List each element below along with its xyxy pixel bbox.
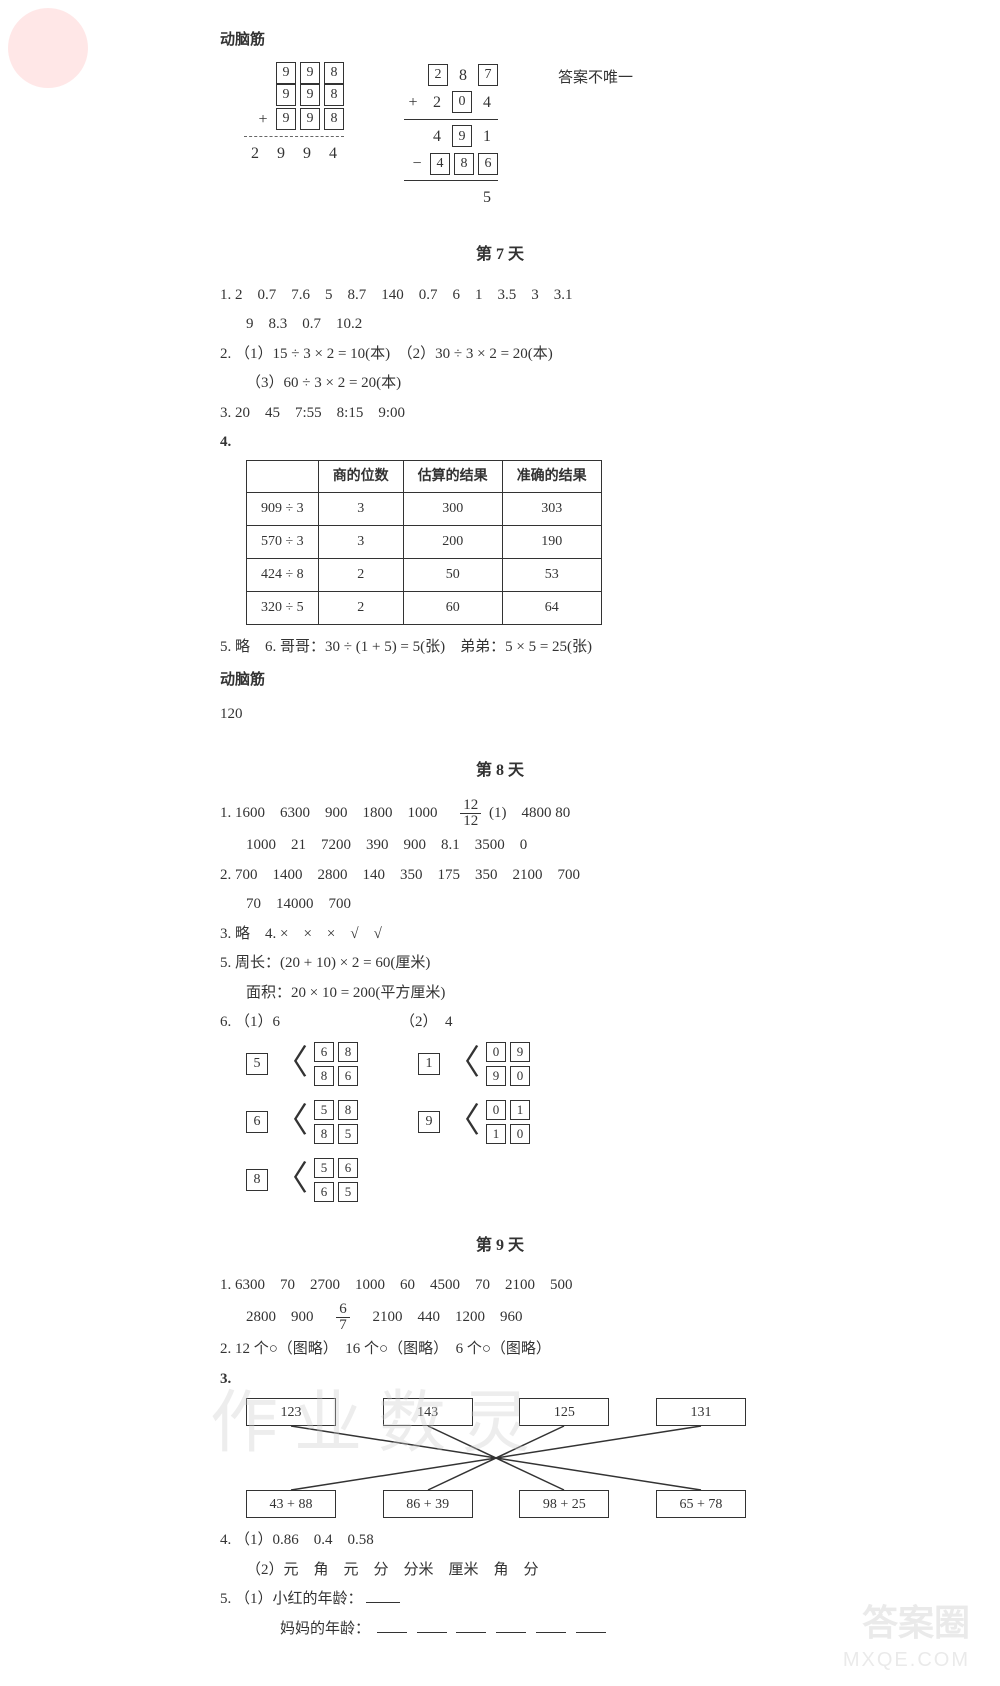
blank-line: [366, 1588, 400, 1603]
d7-q4-label: 4.: [220, 430, 231, 456]
fraction: 1212: [460, 798, 481, 829]
watermark-url: MXQE.COM: [843, 1649, 970, 1672]
brace-icon: 〈: [274, 1166, 308, 1193]
d7-table: 商的位数 估算的结果 准确的结果 909 ÷ 33300303 570 ÷ 33…: [246, 460, 602, 625]
d8-q6-label2: （2） 4: [400, 1010, 453, 1036]
corner-logo: [8, 8, 88, 88]
day9-heading: 第 9 天: [220, 1232, 780, 1259]
d9-q3-label: 3.: [220, 1367, 780, 1393]
fraction: 67: [336, 1302, 350, 1333]
tree-right: 1〈0990 9〈0110: [418, 1042, 530, 1202]
blank-line: [417, 1618, 447, 1633]
page-content: 动脑筋 998 998 +998 2994 287 +204 491 −486 …: [220, 0, 780, 1686]
d9-q2: 2. 12 个○（图略） 16 个○（图略） 6 个○（图略）: [220, 1337, 780, 1363]
watermark-logo: 答案圈: [862, 1594, 970, 1646]
d8-q1b: 1000 21 7200 390 900 8.1 3500 0: [220, 833, 780, 859]
d9-q5b: 妈妈的年龄：: [220, 1617, 780, 1643]
d7-q2b: （3）60 ÷ 3 × 2 = 20(本): [220, 371, 780, 397]
d7-brain: 动脑筋: [220, 668, 780, 694]
d8-q3: 3. 略 4. × × × √ √: [220, 922, 780, 948]
matching-diagram: 123 143 125 131 43 + 88 86 + 39 98 + 25 …: [246, 1398, 746, 1518]
day8-heading: 第 8 天: [220, 757, 780, 784]
blank-line: [456, 1618, 486, 1633]
arith-col2: 287 +204 491 −486 5: [404, 62, 498, 212]
brain-heading-top: 动脑筋: [220, 28, 780, 54]
blank-line: [576, 1618, 606, 1633]
th-digits: 商的位数: [318, 460, 403, 493]
vertical-arithmetic: 998 998 +998 2994 287 +204 491 −486 5 答案…: [244, 62, 780, 212]
table-row: 320 ÷ 526064: [247, 591, 602, 624]
d9-q4a: 4. （1）0.86 0.4 0.58: [220, 1528, 780, 1554]
th-blank: [247, 460, 319, 493]
brace-icon: 〈: [446, 1108, 480, 1135]
d8-q5a: 5. 周长：(20 + 10) × 2 = 60(厘米): [220, 951, 780, 977]
d7-q1a: 1. 2 0.7 7.6 5 8.7 140 0.7 6 1 3.5 3 3.1: [220, 283, 780, 309]
blank-line: [377, 1618, 407, 1633]
brace-icon: 〈: [274, 1050, 308, 1077]
table-row: 424 ÷ 825053: [247, 559, 602, 592]
arith-col1: 998 998 +998 2994: [244, 62, 344, 167]
blank-line: [496, 1618, 526, 1633]
d9-q1b: 2800 900 67 2100 440 1200 960: [220, 1302, 780, 1333]
th-exact: 准确的结果: [502, 460, 601, 493]
d7-q2a: 2. （1）15 ÷ 3 × 2 = 10(本) （2）30 ÷ 3 × 2 =…: [220, 342, 780, 368]
d9-q5a: 5. （1）小红的年龄：: [220, 1587, 780, 1613]
d7-q5: 5. 略 6. 哥哥：30 ÷ (1 + 5) = 5(张) 弟弟：5 × 5 …: [220, 635, 780, 661]
d9-q4b: （2）元 角 元 分 分米 厘米 角 分: [220, 1558, 780, 1584]
d8-q6-label1: 6. （1）6: [220, 1010, 280, 1036]
d7-q1b: 9 8.3 0.7 10.2: [220, 312, 780, 338]
d9-q1a: 1. 6300 70 2700 1000 60 4500 70 2100 500: [220, 1273, 780, 1299]
table-row: 570 ÷ 33200190: [247, 526, 602, 559]
th-estimate: 估算的结果: [403, 460, 502, 493]
brace-icon: 〈: [274, 1108, 308, 1135]
blank-line: [536, 1618, 566, 1633]
day7-heading: 第 7 天: [220, 241, 780, 268]
tree-diagrams: 5〈6886 6〈5885 8〈5665 1〈0990 9〈0110: [246, 1042, 780, 1202]
brace-icon: 〈: [446, 1050, 480, 1077]
d7-brain-ans: 120: [220, 702, 780, 728]
tree-left: 5〈6886 6〈5885 8〈5665: [246, 1042, 358, 1202]
d7-q3: 3. 20 45 7:55 8:15 9:00: [220, 401, 780, 427]
d8-q2a: 2. 700 1400 2800 140 350 175 350 2100 70…: [220, 863, 780, 889]
note-nonunique: 答案不唯一: [558, 66, 633, 92]
table-row: 909 ÷ 33300303: [247, 493, 602, 526]
d8-q1a: 1. 1600 6300 900 1800 1000 1212 (1) 4800…: [220, 798, 780, 829]
d8-q2b: 70 14000 700: [220, 892, 780, 918]
match-lines: [246, 1398, 746, 1518]
d8-q5b: 面积：20 × 10 = 200(平方厘米): [220, 981, 780, 1007]
